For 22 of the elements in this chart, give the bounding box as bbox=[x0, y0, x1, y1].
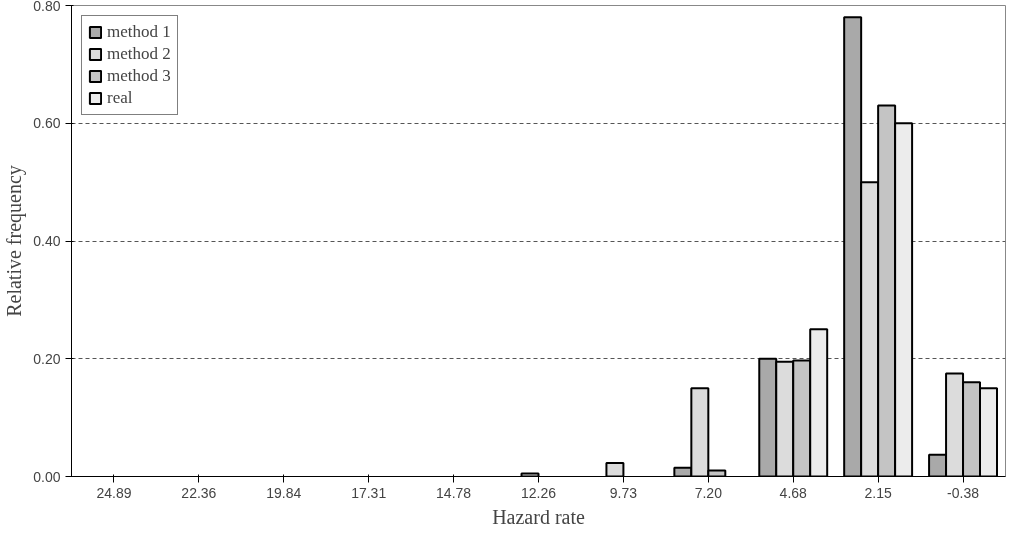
x-tick-label: 4.68 bbox=[779, 484, 808, 501]
x-tick-label: 19.84 bbox=[266, 484, 302, 501]
x-tick-label: 22.36 bbox=[181, 484, 217, 501]
y-tick-label: 0.40 bbox=[33, 233, 61, 249]
y-tick-label: 0.60 bbox=[33, 115, 61, 132]
x-tick-label: 12.26 bbox=[520, 484, 557, 501]
x-tick-label: 17.31 bbox=[351, 484, 387, 501]
x-axis-title: Hazard rate bbox=[492, 505, 585, 528]
x-tick-label: 2.15 bbox=[864, 484, 892, 501]
x-tick-label: 14.78 bbox=[436, 484, 472, 501]
legend-label: method 2 bbox=[107, 44, 171, 64]
x-tick-label: 7.20 bbox=[694, 484, 723, 501]
y-axis-title: Relative frequency bbox=[3, 165, 27, 317]
legend-label: method 1 bbox=[107, 22, 171, 42]
y-tick-label: 0.00 bbox=[33, 468, 61, 485]
x-tick-label: -0.38 bbox=[947, 484, 980, 501]
y-tick-label: 0.20 bbox=[33, 350, 61, 367]
x-tick-label: 24.89 bbox=[96, 484, 132, 501]
x-tick-label: 9.73 bbox=[609, 484, 638, 501]
y-tick-label: 0.80 bbox=[33, 0, 61, 14]
legend-label: real bbox=[107, 88, 133, 108]
legend-label: method 3 bbox=[107, 66, 171, 86]
